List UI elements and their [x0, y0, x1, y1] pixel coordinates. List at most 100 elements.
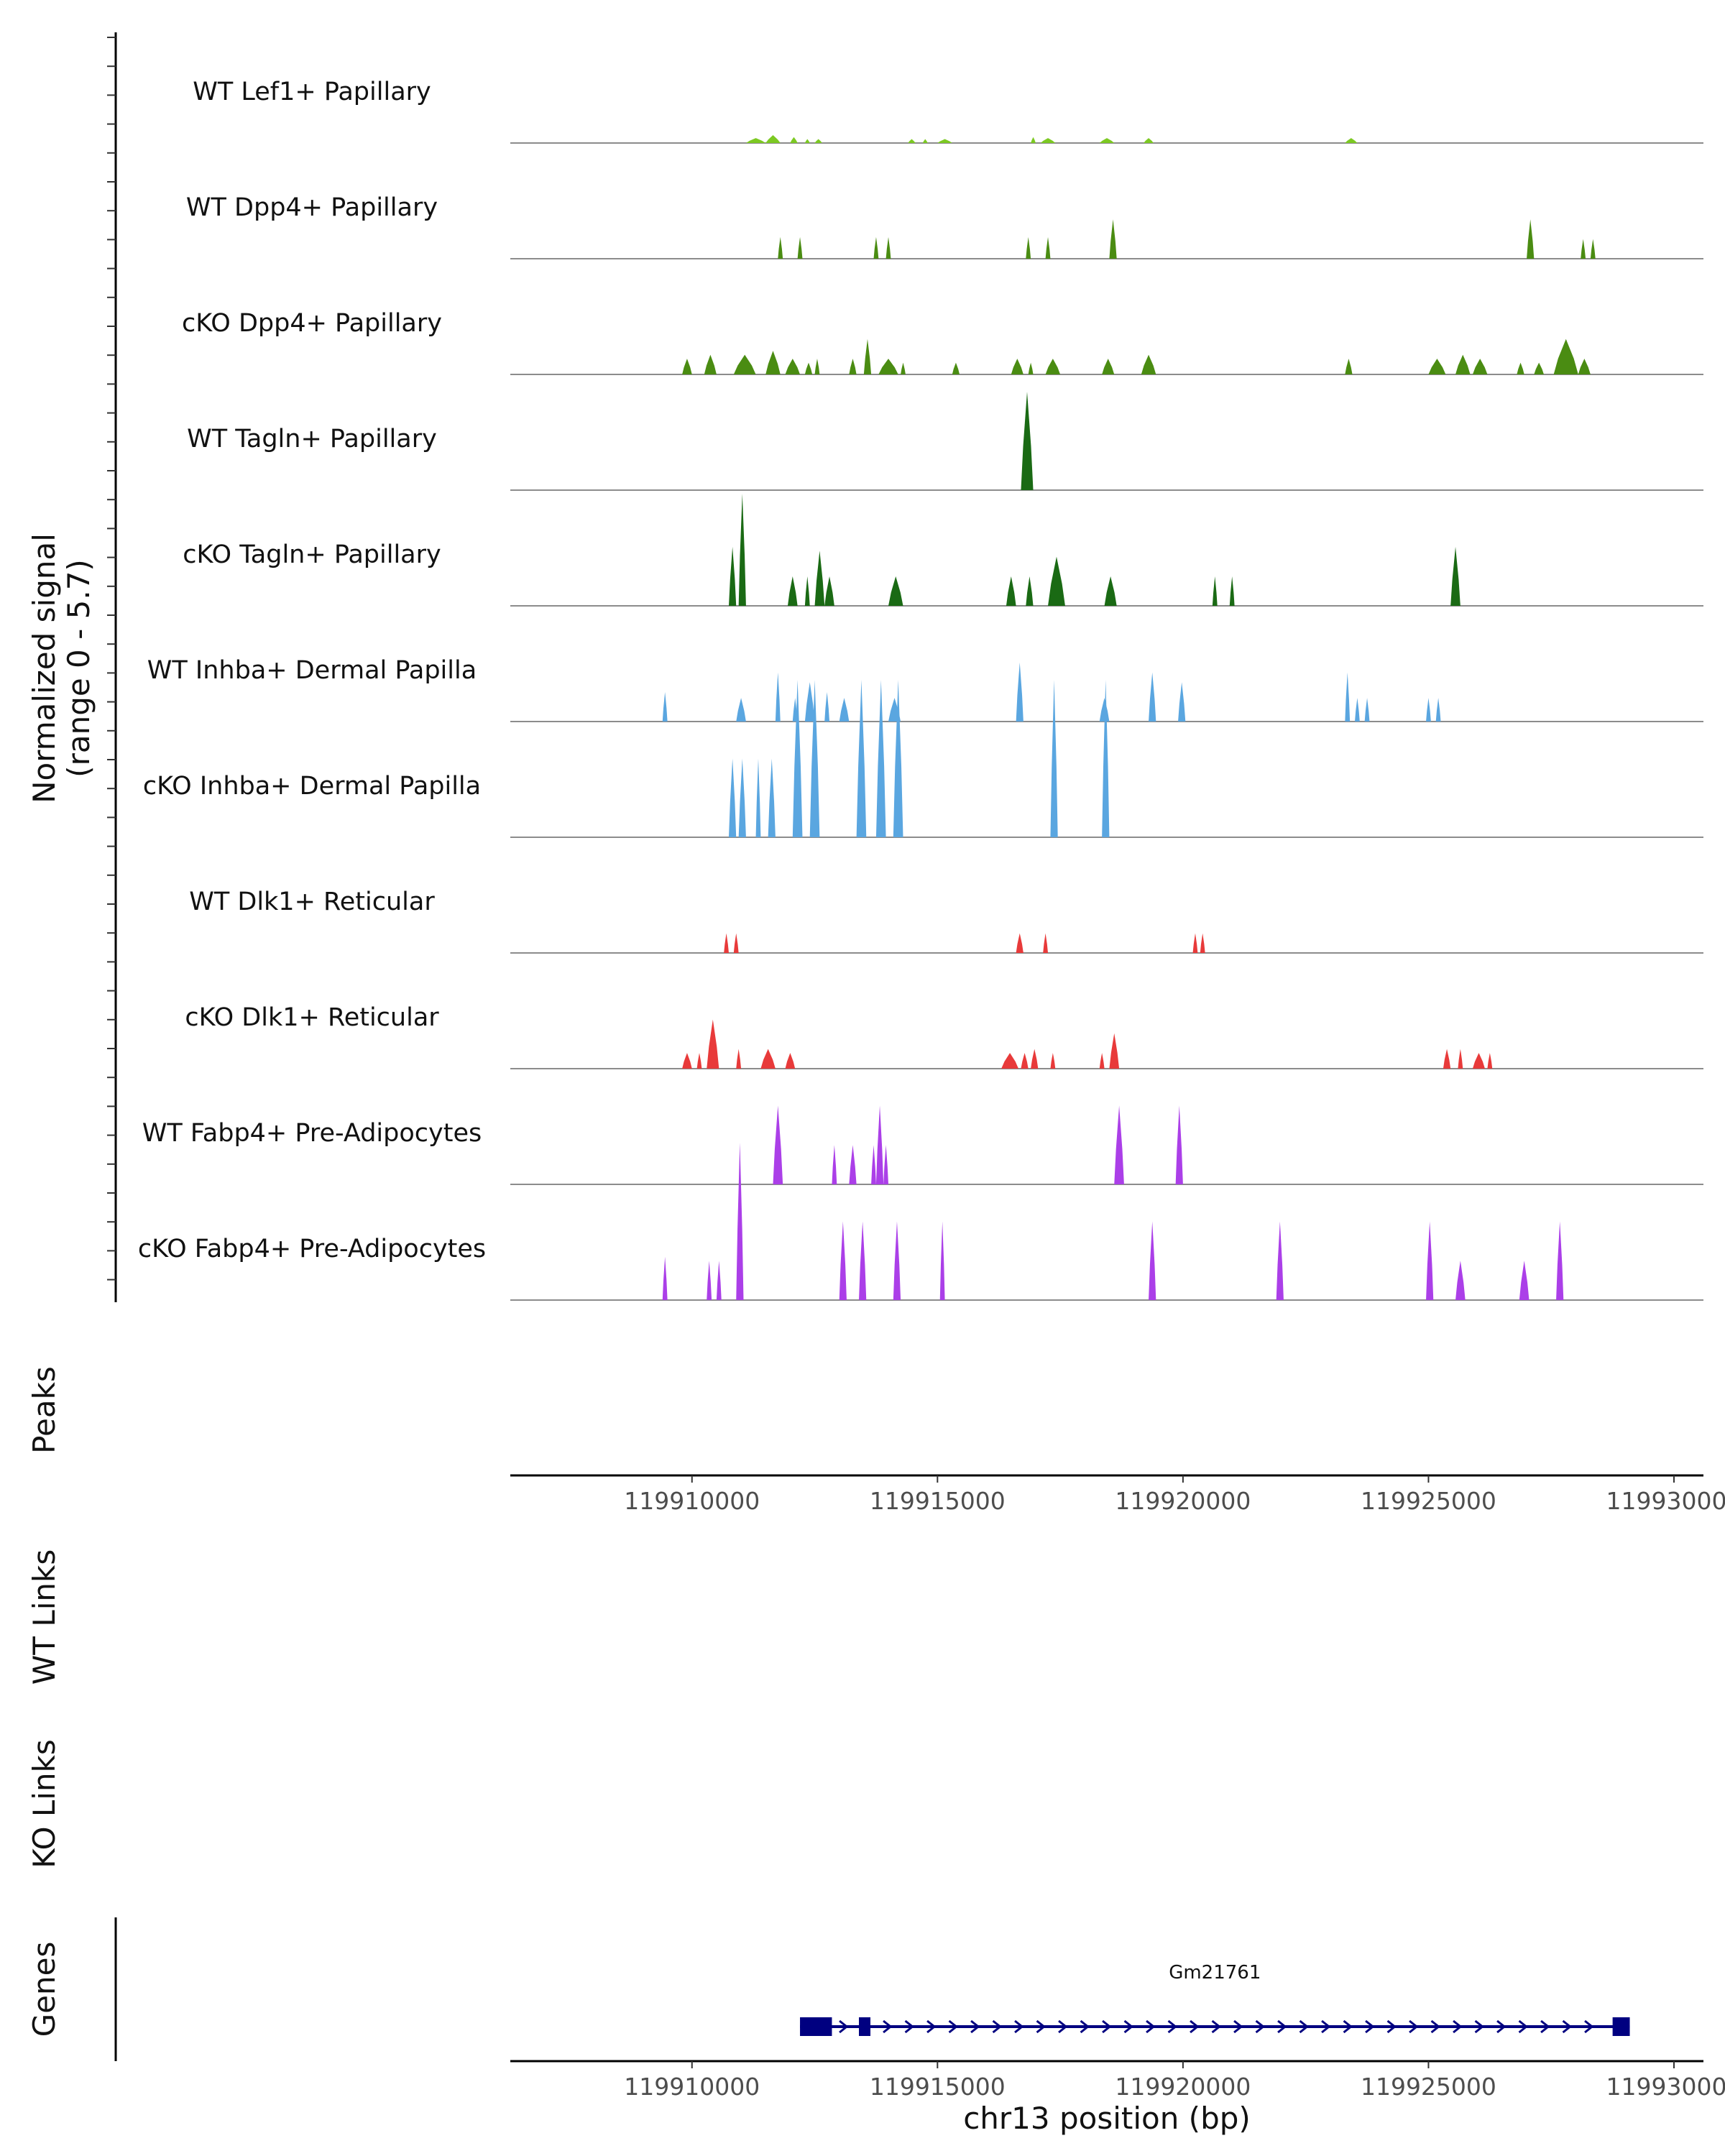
wt-links-label: WT Links	[27, 1549, 62, 1685]
coverage-peak	[716, 1261, 722, 1300]
coverage-peak	[804, 682, 815, 722]
coverage-peak	[1276, 1221, 1284, 1300]
track-5: WT Inhba+ Dermal Papilla	[147, 656, 1703, 722]
strand-arrow-icon	[839, 2019, 849, 2034]
signal-ylabel-line2: (range 0 - 5.7)	[61, 559, 96, 778]
coverage-peak	[1527, 219, 1535, 259]
coverage-peak	[738, 494, 746, 606]
strand-arrow-icon	[1496, 2019, 1506, 2034]
strand-arrow-icon	[1102, 2019, 1112, 2034]
coverage-peak	[922, 139, 928, 143]
strand-arrow-icon	[1080, 2019, 1090, 2034]
coverage-peak	[736, 1049, 742, 1069]
strand-arrow-icon	[1146, 2019, 1156, 2034]
strand-arrow-icon	[1190, 2019, 1200, 2034]
coverage-peak	[1021, 1053, 1029, 1069]
coverage-peak	[1435, 698, 1441, 722]
coverage-peak	[1426, 1221, 1434, 1300]
x-tick-label: 119915000	[870, 2073, 1006, 2101]
coverage-peak	[736, 698, 746, 722]
peaks-x-ticks: 119910000 119915000 119920000 119925000 1199…	[624, 1475, 1725, 1515]
track-title: cKO Dlk1+ Reticular	[185, 1003, 439, 1032]
coverage-peak	[1364, 698, 1370, 722]
coverage-peak	[1212, 576, 1218, 606]
coverage-peak	[824, 691, 830, 722]
track-title: WT Dpp4+ Papillary	[186, 193, 438, 222]
strand-arrow-icon	[1058, 2019, 1068, 2034]
track-title: WT Dlk1+ Reticular	[189, 888, 435, 916]
coverage-peak	[883, 1145, 889, 1184]
coverage-peak	[1149, 1221, 1156, 1300]
strand-arrow-icon	[970, 2019, 980, 2034]
gene-exon	[1612, 2017, 1630, 2036]
coverage-peak	[790, 137, 798, 143]
strand-arrow-icon	[1321, 2019, 1331, 2034]
coverage-peak	[760, 1049, 776, 1069]
track-0: WT Lef1+ Papillary	[193, 78, 1703, 144]
coverage-peak	[1050, 680, 1058, 837]
track-4: cKO Tagln+ Papillary	[183, 494, 1703, 607]
coverage-peak	[1109, 219, 1117, 259]
strand-arrow-icon	[883, 2019, 893, 2034]
coverage-peak	[875, 1105, 884, 1184]
coverage-peak	[1045, 236, 1051, 259]
coverage-peak	[728, 758, 737, 837]
coverage-peak	[1455, 354, 1471, 374]
coverage-peak	[893, 680, 903, 837]
coverage-peak	[1590, 239, 1596, 259]
coverage-peak	[1175, 1105, 1183, 1184]
coverage-peak	[1443, 1049, 1451, 1069]
ko-links-label: KO Links	[27, 1739, 62, 1869]
x-tick-label: 119920000	[1115, 1487, 1251, 1515]
coverage-peak	[775, 672, 781, 722]
coverage-peak	[724, 933, 729, 953]
coverage-peak	[682, 359, 692, 374]
coverage-peak	[733, 354, 756, 374]
strand-arrow-icon	[1430, 2019, 1440, 2034]
coverage-peak	[856, 680, 867, 837]
track-title: cKO Tagln+ Papillary	[183, 540, 441, 569]
coverage-peak	[1472, 1053, 1486, 1069]
coverage-peak	[952, 362, 960, 374]
coverage-peak	[1102, 359, 1115, 374]
coverage-peak	[809, 680, 820, 837]
strand-arrow-icon	[1167, 2019, 1177, 2034]
coverage-peak	[804, 576, 810, 606]
coverage-peak	[1050, 1053, 1056, 1069]
coverage-peak	[1229, 576, 1235, 606]
gene-exon	[800, 2017, 832, 2036]
coverage-peak	[1141, 354, 1156, 374]
coverage-peak	[1043, 933, 1049, 953]
coverage-peak	[875, 680, 886, 837]
coverage-peak	[908, 139, 916, 143]
coverage-peak	[768, 758, 776, 837]
track-3: WT Tagln+ Papillary	[187, 392, 1703, 491]
x-tick-label: 119925000	[1361, 1487, 1496, 1515]
coverage-peak	[839, 698, 850, 722]
coverage-peak	[878, 359, 898, 374]
coverage-peak	[1345, 138, 1358, 143]
x-tick-label: 119920000	[1115, 2073, 1251, 2101]
coverage-peak	[814, 550, 825, 606]
strand-arrow-icon	[1233, 2019, 1243, 2034]
x-axis-title: chr13 position (bp)	[963, 2101, 1251, 2136]
coverage-peak	[662, 1256, 668, 1300]
coverage-peak	[937, 139, 952, 143]
coverage-peak	[849, 359, 857, 374]
coverage-peak	[662, 691, 668, 722]
coverage-peak	[886, 236, 891, 259]
coverage-peak	[1455, 1261, 1466, 1300]
coverage-peak	[859, 1221, 867, 1300]
coverage-peak	[696, 1053, 702, 1069]
strand-arrow-icon	[1299, 2019, 1309, 2034]
coverage-peak	[1581, 239, 1586, 259]
track-7: WT Dlk1+ Reticular	[189, 888, 1703, 954]
coverage-peak	[1045, 359, 1061, 374]
coverage-peak	[1519, 1261, 1530, 1300]
coverage-peak	[787, 576, 798, 606]
coverage-peak	[849, 1145, 857, 1184]
coverage-peak	[785, 359, 801, 374]
x-tick-label: 119930000	[1606, 2073, 1725, 2101]
coverage-peak	[1428, 359, 1446, 374]
coverage-peak	[773, 1105, 783, 1184]
